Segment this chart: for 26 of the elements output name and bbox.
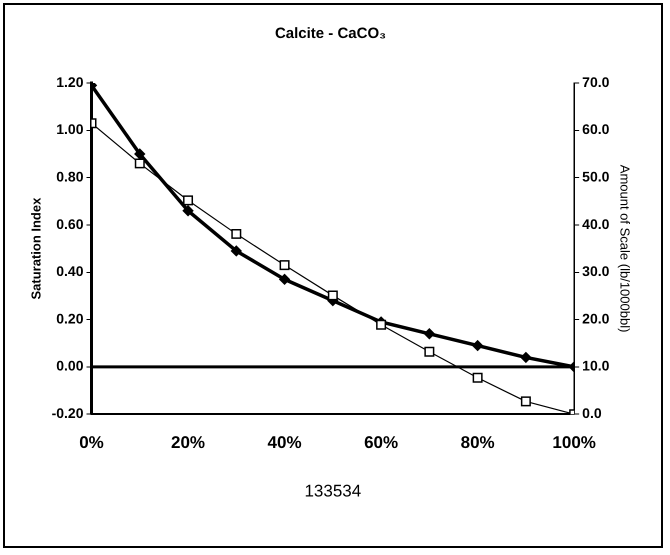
y-axis-title: Saturation Index — [28, 196, 44, 300]
y2-tick-label: 20.0 — [582, 310, 610, 326]
x-tick-label: 40% — [268, 433, 302, 452]
y-tick-label: 0.60 — [56, 216, 84, 232]
y-tick-label: 0.20 — [56, 310, 84, 326]
x-tick-label: 0% — [79, 433, 104, 452]
y2-tick-label: 10.0 — [582, 358, 610, 374]
y2-axis-title: Amount of Scale (lb/1000bbl) — [618, 164, 633, 332]
y-tick-label: 0.00 — [56, 358, 84, 374]
y2-tick-label: 30.0 — [582, 263, 610, 280]
x-axis-title: 133534 — [304, 481, 362, 500]
x-tick-label: 80% — [460, 433, 495, 452]
y-tick-label: 1.00 — [56, 121, 84, 138]
y-tick-label: 0.80 — [56, 168, 84, 184]
y2-tick-label: 40.0 — [582, 216, 610, 232]
y-tick-label: -0.20 — [52, 405, 84, 422]
y-tick-label: 1.20 — [56, 74, 84, 90]
y2-tick-label: 70.0 — [582, 74, 610, 90]
x-tick-label: 20% — [171, 433, 206, 452]
chart-title: Calcite - CaCO₃ — [274, 25, 386, 42]
x-tick-label: 60% — [364, 433, 398, 452]
y2-tick-label: 0.0 — [582, 405, 602, 422]
y2-tick-label: 60.0 — [582, 121, 610, 138]
y-tick-label: 0.40 — [56, 263, 84, 280]
x-tick-label: 100% — [552, 433, 596, 452]
y2-tick-label: 50.0 — [582, 168, 610, 184]
